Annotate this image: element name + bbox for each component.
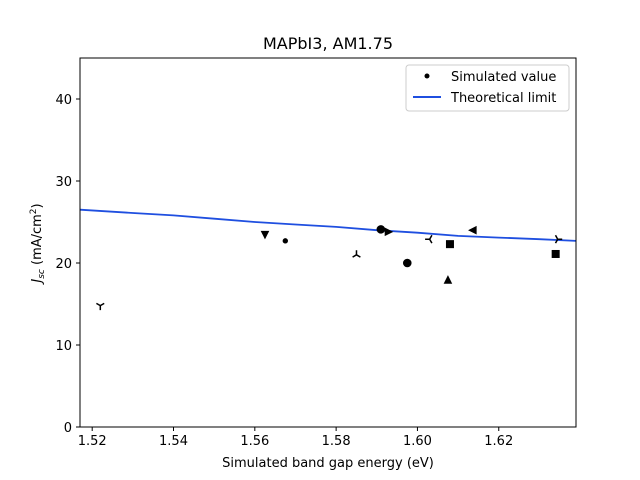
axis-ticks: 1.52 1.54 1.56 1.58 1.60 1.62 0 10 20 30 40 bbox=[55, 93, 513, 449]
data-point-tri-down bbox=[96, 302, 105, 311]
data-point-tri-left bbox=[425, 234, 433, 244]
y-axis-label-main: J bbox=[30, 279, 45, 286]
theoretical-limit-line bbox=[79, 208, 577, 242]
y-axis-label-sub: sc bbox=[37, 269, 47, 279]
legend: Simulated value Theoretical limit bbox=[405, 64, 570, 112]
plot-area-frame bbox=[79, 57, 577, 428]
data-point-point bbox=[282, 238, 289, 244]
y-tick-label: 0 bbox=[64, 421, 72, 436]
x-axis-label: Simulated band gap energy (eV) bbox=[222, 456, 434, 471]
data-point-circle bbox=[402, 258, 412, 268]
data-point-triangle-down bbox=[260, 230, 270, 240]
legend-box bbox=[405, 64, 570, 112]
data-point-triangle-right bbox=[384, 227, 394, 237]
data-point-tri-up bbox=[352, 250, 361, 258]
legend-marker-simulated bbox=[424, 73, 430, 79]
y-axis-label-unit: (mA/cm bbox=[30, 214, 45, 269]
y-axis-label: Jsc (mA/cm2) bbox=[29, 203, 47, 285]
x-tick-label: 1.62 bbox=[484, 434, 513, 449]
chart-title: MAPbI3, AM1.75 bbox=[263, 34, 393, 53]
y-tick-label: 30 bbox=[55, 175, 72, 190]
x-tick-label: 1.60 bbox=[403, 434, 432, 449]
data-point-circle bbox=[376, 225, 386, 234]
y-axis-label-unit-end: ) bbox=[30, 203, 45, 208]
data-point-square bbox=[551, 249, 560, 258]
y-tick-label: 10 bbox=[55, 339, 72, 354]
x-tick-label: 1.56 bbox=[240, 434, 269, 449]
x-tick-label: 1.58 bbox=[322, 434, 351, 449]
data-point-tri-right bbox=[554, 234, 563, 244]
y-tick-label: 40 bbox=[55, 93, 72, 108]
data-point-triangle-left bbox=[468, 225, 477, 235]
legend-label-simulated: Simulated value bbox=[451, 70, 556, 85]
y-axis-label-unit-sup: 2 bbox=[29, 208, 39, 214]
y-tick-label: 20 bbox=[55, 257, 72, 272]
x-tick-label: 1.52 bbox=[78, 434, 107, 449]
theoretical-limit-layer bbox=[79, 208, 577, 242]
legend-label-theoretical: Theoretical limit bbox=[450, 91, 556, 106]
x-tick-label: 1.54 bbox=[159, 434, 188, 449]
data-point-triangle-up bbox=[443, 275, 453, 284]
simulated-points-layer bbox=[96, 225, 563, 311]
data-point-square bbox=[445, 240, 454, 249]
